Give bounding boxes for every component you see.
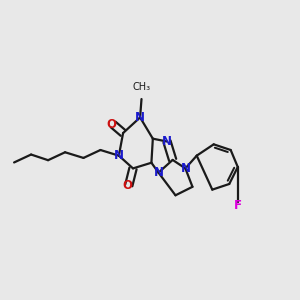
Text: N: N: [114, 149, 124, 162]
Text: N: N: [154, 166, 164, 179]
Text: F: F: [234, 199, 242, 212]
Text: O: O: [122, 179, 132, 192]
Text: O: O: [107, 118, 117, 131]
Text: N: N: [180, 162, 190, 175]
Text: CH₃: CH₃: [132, 82, 151, 92]
Text: N: N: [162, 135, 172, 148]
Text: N: N: [135, 111, 145, 124]
